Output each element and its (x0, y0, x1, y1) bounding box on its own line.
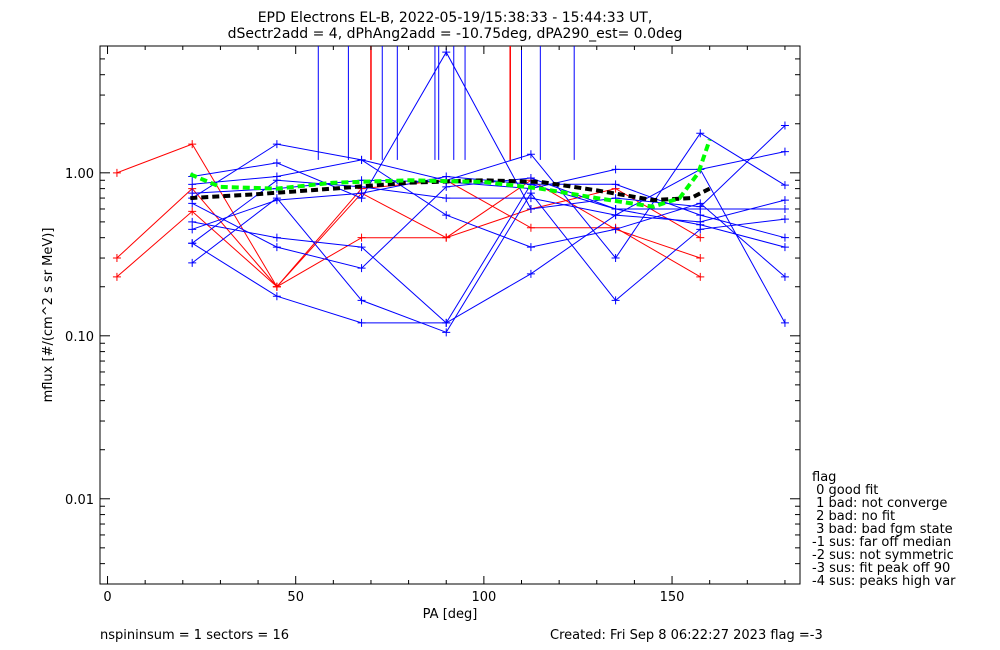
data-point (357, 296, 366, 305)
data-point (780, 215, 789, 224)
chart-title: EPD Electrons EL-B, 2022-05-19/15:38:33 … (258, 10, 653, 26)
vertical-markers (317, 46, 575, 160)
data-point (357, 233, 366, 242)
data-point (780, 233, 789, 242)
data-point (112, 168, 121, 177)
legend-title: flag (812, 470, 836, 485)
series-line (191, 183, 786, 324)
data-point (442, 328, 451, 337)
series-line (191, 192, 785, 333)
series-line (192, 159, 786, 278)
data-point (696, 204, 705, 213)
legend: flag 0 good fit 1 bad: not converge 2 ba… (812, 470, 956, 589)
data-point (272, 233, 281, 242)
data-point (272, 196, 281, 205)
y-axis: 0.01 0.10 1.00 (65, 45, 800, 585)
legend-entry: 2 bad: no fit (812, 509, 895, 524)
data-point (272, 282, 281, 291)
x-axis: 0 50 100 150 (103, 46, 786, 605)
data-point (272, 140, 281, 149)
data-point (696, 217, 705, 226)
series-group (112, 48, 789, 337)
series-line (192, 168, 786, 324)
data-point (526, 243, 535, 252)
data-point (611, 165, 620, 174)
data-point (780, 204, 789, 213)
y-tick-label: 0.01 (65, 493, 94, 508)
data-point (442, 233, 451, 242)
series-line (116, 179, 701, 288)
x-tick-label: 50 (287, 590, 304, 605)
data-point (357, 155, 366, 164)
data-point (611, 211, 620, 220)
data-point (780, 196, 789, 205)
data-point (112, 272, 121, 281)
legend-entry: 3 bad: bad fgm state (812, 522, 953, 537)
legend-entry: -4 sus: peaks high var (812, 574, 956, 589)
data-point (188, 180, 197, 189)
data-point (442, 211, 451, 220)
data-point (112, 254, 121, 263)
series-line (191, 179, 786, 244)
plot-frame (99, 45, 801, 585)
data-point (272, 158, 281, 167)
legend-entry: 0 good fit (812, 483, 878, 498)
footer-left: nspininsum = 1 sectors = 16 (100, 628, 289, 643)
data-point (357, 264, 366, 273)
y-axis-label: mflux [#/(cm^2 s sr MeV)] (41, 228, 56, 403)
data-point (188, 225, 197, 234)
data-point (780, 181, 789, 190)
legend-entry: -1 sus: far off median (812, 535, 951, 550)
x-tick-label: 100 (471, 590, 496, 605)
data-point (188, 140, 197, 149)
data-point (188, 189, 197, 198)
y-tick-label: 1.00 (65, 167, 94, 182)
data-point (611, 180, 620, 189)
data-point (188, 258, 197, 267)
data-point (780, 147, 789, 156)
data-point (357, 318, 366, 327)
data-point (526, 223, 535, 232)
legend-entry: -2 sus: not symmetric (812, 548, 954, 563)
data-point (696, 272, 705, 281)
x-tick-label: 150 (660, 590, 685, 605)
data-point (611, 254, 620, 263)
x-tick-label: 0 (103, 590, 111, 605)
data-point (188, 217, 197, 226)
data-point (442, 194, 451, 203)
data-point (526, 204, 535, 213)
legend-entry: -3 sus: fit peak off 90 (812, 561, 950, 576)
x-axis-label: PA [deg] (423, 607, 478, 622)
data-point (780, 121, 789, 130)
data-point (272, 243, 281, 252)
data-point (780, 272, 789, 281)
data-point (526, 269, 535, 278)
data-point (696, 254, 705, 263)
series-line (191, 132, 786, 259)
data-point (696, 129, 705, 138)
fit-curve-green (189, 138, 712, 209)
legend-entry: 1 bad: not converge (812, 496, 947, 511)
data-point (611, 225, 620, 234)
chart-subtitle: dSectr2add = 4, dPhAng2add = -10.75deg, … (228, 26, 683, 42)
data-point (188, 199, 197, 208)
y-tick-label: 0.10 (65, 330, 94, 345)
data-point (442, 318, 451, 327)
series-line (192, 51, 786, 210)
data-point (696, 233, 705, 242)
data-point (526, 194, 535, 203)
data-point (780, 318, 789, 327)
data-point (272, 292, 281, 301)
median-curve-black (190, 178, 711, 203)
data-point (272, 176, 281, 185)
footer-right: Created: Fri Sep 8 06:22:27 2023 flag =-… (550, 628, 823, 643)
data-point (188, 239, 197, 248)
data-point (780, 243, 789, 252)
data-point (188, 207, 197, 216)
data-point (611, 296, 620, 305)
data-point (357, 243, 366, 252)
data-point (526, 150, 535, 159)
